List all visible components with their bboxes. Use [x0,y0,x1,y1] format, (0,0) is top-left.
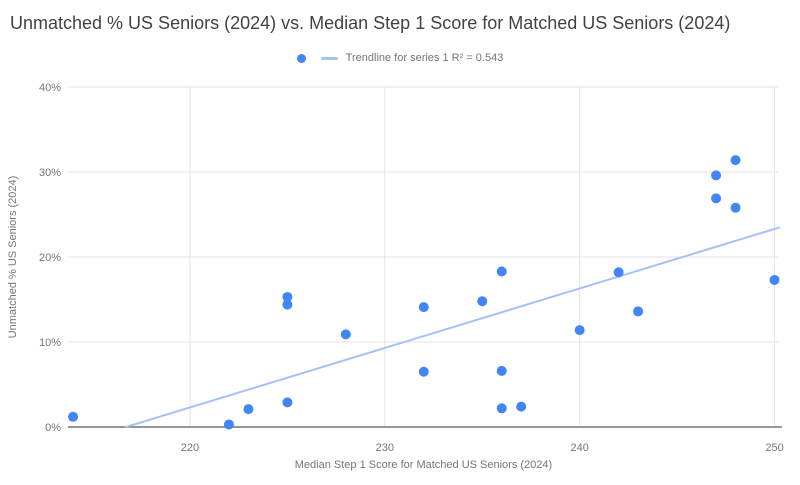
chart-legend: Trendline for series 1 R² = 0.543 [0,52,800,64]
y-tick-label: 0% [45,422,61,434]
scatter-points [68,155,780,430]
data-point [711,170,722,181]
gridlines [68,86,782,428]
y-tick-label: 40% [39,82,61,94]
data-point [223,419,234,430]
trendline [124,226,780,428]
x-tick-label: 250 [765,442,783,454]
data-point [613,267,624,278]
x-tick-label: 220 [181,442,199,454]
legend-trendline-label: Trendline for series 1 R² = 0.543 [345,52,504,64]
y-axis-title: Unmatched % US Seniors (2024) [7,175,19,339]
data-point [730,155,741,166]
data-point [477,296,488,307]
data-point [496,365,507,376]
data-point [282,397,293,408]
trendline-line [124,226,780,428]
y-tick-label: 30% [39,167,61,179]
data-point [340,329,351,340]
data-point [574,325,585,336]
data-point [769,274,780,285]
trendline-swatch-icon [320,56,338,60]
x-axis-title: Median Step 1 Score for Matched US Senio… [294,459,553,471]
data-point [730,202,741,213]
x-tick-label: 240 [570,442,588,454]
y-tick-label: 10% [39,337,61,349]
data-point [243,404,254,415]
y-tick-label: 20% [39,252,61,264]
data-point [68,411,79,422]
data-point [633,306,644,317]
chart-title: Unmatched % US Seniors (2024) vs. Median… [10,13,731,33]
data-point [516,401,527,412]
data-point [418,302,429,313]
axis-tick-labels: 220 230 240 250 0% 10% 20% 30% 40% [39,82,784,454]
series-dot-icon [296,53,306,63]
x-tick-label: 230 [376,442,394,454]
data-point [282,291,293,302]
data-point [418,366,429,377]
data-point [711,193,722,204]
data-point [496,266,507,277]
data-point [496,403,507,414]
data-point [282,299,293,310]
